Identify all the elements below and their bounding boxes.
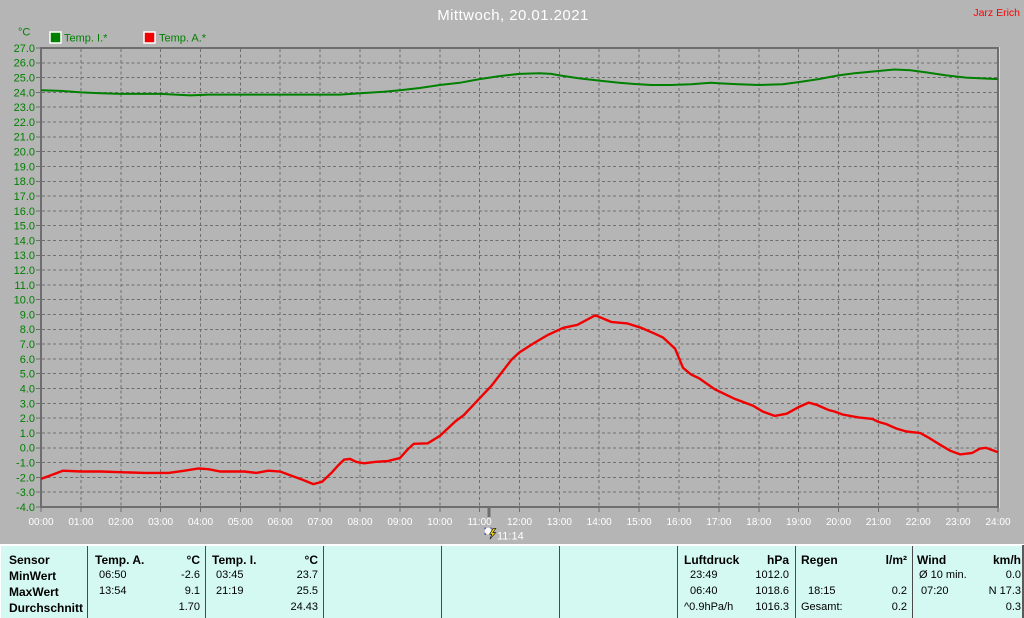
svg-text:24:00: 24:00 (985, 517, 1010, 528)
svg-text:11:00: 11:00 (467, 517, 492, 528)
svg-text:3.0: 3.0 (20, 398, 35, 410)
svg-text:18.0: 18.0 (14, 176, 35, 188)
svg-text:15.0: 15.0 (14, 221, 35, 233)
svg-text:22.0: 22.0 (14, 117, 35, 129)
svg-text:26.0: 26.0 (14, 58, 35, 70)
svg-text:5.0: 5.0 (20, 369, 35, 381)
svg-text:24.0: 24.0 (14, 87, 35, 99)
svg-text:Jarz Erich: Jarz Erich (973, 7, 1020, 19)
svg-text:20:00: 20:00 (826, 517, 851, 528)
svg-text:12.0: 12.0 (14, 265, 35, 277)
svg-text:7.0: 7.0 (20, 339, 35, 351)
svg-text:15:00: 15:00 (627, 517, 652, 528)
svg-text:22:00: 22:00 (906, 517, 931, 528)
svg-text:08:00: 08:00 (347, 517, 372, 528)
svg-text:02:00: 02:00 (108, 517, 133, 528)
svg-text:Mittwoch, 20.01.2021: Mittwoch, 20.01.2021 (437, 7, 589, 24)
svg-text:°C: °C (18, 27, 30, 39)
svg-text:06:00: 06:00 (268, 517, 293, 528)
svg-text:03:00: 03:00 (148, 517, 173, 528)
svg-text:9.0: 9.0 (20, 309, 35, 321)
svg-text:17.0: 17.0 (14, 191, 35, 203)
svg-text:09:00: 09:00 (387, 517, 412, 528)
svg-text:13:00: 13:00 (547, 517, 572, 528)
svg-text:14:00: 14:00 (587, 517, 612, 528)
svg-text:12:00: 12:00 (507, 517, 532, 528)
svg-text:0.0: 0.0 (20, 443, 35, 455)
svg-text:-2.0: -2.0 (16, 472, 35, 484)
svg-text:13.0: 13.0 (14, 250, 35, 262)
svg-text:19.0: 19.0 (14, 161, 35, 173)
svg-text:-4.0: -4.0 (16, 502, 35, 514)
svg-text:1.0: 1.0 (20, 428, 35, 440)
svg-text:11:14: 11:14 (497, 531, 524, 543)
svg-text:Temp. A.*: Temp. A.* (159, 33, 207, 45)
svg-text:01:00: 01:00 (68, 517, 93, 528)
svg-text:27.0: 27.0 (14, 43, 35, 55)
svg-text:25.0: 25.0 (14, 73, 35, 85)
svg-text:-1.0: -1.0 (16, 458, 35, 470)
svg-text:10:00: 10:00 (427, 517, 452, 528)
svg-text:21.0: 21.0 (14, 132, 35, 144)
svg-text:07:00: 07:00 (308, 517, 333, 528)
svg-text:18:00: 18:00 (746, 517, 771, 528)
svg-text:8.0: 8.0 (20, 324, 35, 336)
svg-text:16:00: 16:00 (666, 517, 691, 528)
svg-text:05:00: 05:00 (228, 517, 253, 528)
svg-text:23:00: 23:00 (946, 517, 971, 528)
svg-text:4.0: 4.0 (20, 383, 35, 395)
svg-text:17:00: 17:00 (706, 517, 731, 528)
svg-text:21:00: 21:00 (866, 517, 891, 528)
svg-text:19:00: 19:00 (786, 517, 811, 528)
svg-text:Temp. I.*: Temp. I.* (64, 33, 108, 45)
svg-text:6.0: 6.0 (20, 354, 35, 366)
svg-text:-3.0: -3.0 (16, 487, 35, 499)
svg-text:00:00: 00:00 (28, 517, 53, 528)
svg-text:20.0: 20.0 (14, 147, 35, 159)
svg-text:04:00: 04:00 (188, 517, 213, 528)
svg-text:11.0: 11.0 (14, 280, 35, 292)
svg-text:10.0: 10.0 (14, 295, 35, 307)
svg-text:23.0: 23.0 (14, 102, 35, 114)
svg-text:16.0: 16.0 (14, 206, 35, 218)
svg-text:2.0: 2.0 (20, 413, 35, 425)
svg-text:14.0: 14.0 (14, 235, 35, 247)
